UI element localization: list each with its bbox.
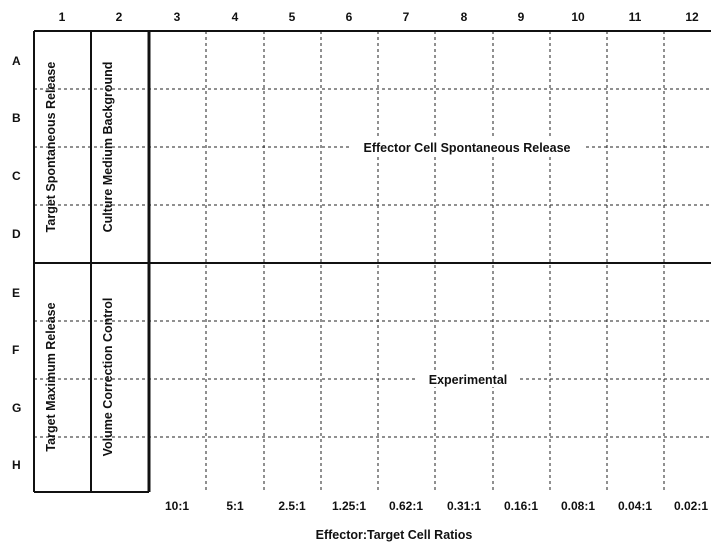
label-mask bbox=[418, 371, 518, 387]
row-header-c: C bbox=[12, 169, 21, 183]
row-header-f: F bbox=[12, 343, 20, 357]
column-header-6: 6 bbox=[345, 10, 353, 24]
effector-spontaneous-label: Effector Cell Spontaneous Release bbox=[363, 141, 570, 155]
column-header-11: 11 bbox=[628, 10, 642, 24]
row-header-g: G bbox=[12, 401, 22, 415]
ratio-label: 1.25:1 bbox=[331, 499, 367, 513]
row-header-b: B bbox=[12, 111, 21, 125]
ratio-axis-title: Effector:Target Cell Ratios bbox=[315, 528, 473, 542]
ratio-label: 0.08:1 bbox=[560, 499, 596, 513]
label-mask bbox=[350, 139, 586, 155]
ratio-label: 0.16:1 bbox=[503, 499, 539, 513]
column-header-9: 9 bbox=[517, 10, 525, 24]
row-header-h: H bbox=[12, 458, 21, 472]
culture-medium-label: Culture Medium Background bbox=[101, 62, 115, 233]
column-header-4: 4 bbox=[231, 10, 239, 24]
row-header-e: E bbox=[12, 286, 21, 300]
target-spontaneous-label: Target Spontaneous Release bbox=[44, 62, 58, 233]
ratio-label: 10:1 bbox=[164, 499, 190, 513]
column-header-8: 8 bbox=[460, 10, 468, 24]
column-header-1: 1 bbox=[58, 10, 66, 24]
column-header-5: 5 bbox=[288, 10, 296, 24]
column-header-7: 7 bbox=[402, 10, 410, 24]
ratio-label: 0.31:1 bbox=[446, 499, 482, 513]
column-header-3: 3 bbox=[173, 10, 181, 24]
column-header-2: 2 bbox=[115, 10, 123, 24]
row-header-a: A bbox=[12, 54, 21, 68]
ratio-label: 0.02:1 bbox=[673, 499, 709, 513]
column-header-10: 10 bbox=[571, 10, 585, 24]
column-header-12: 12 bbox=[685, 10, 699, 24]
row-header-d: D bbox=[12, 227, 21, 241]
ratio-label: 0.62:1 bbox=[388, 499, 424, 513]
ratio-label: 5:1 bbox=[226, 499, 244, 513]
experimental-label: Experimental bbox=[429, 373, 508, 387]
ratio-label: 2.5:1 bbox=[278, 499, 306, 513]
target-maximum-label: Target Maximum Release bbox=[44, 302, 58, 451]
volume-correction-label: Volume Correction Control bbox=[101, 298, 115, 457]
ratio-label: 0.04:1 bbox=[617, 499, 653, 513]
